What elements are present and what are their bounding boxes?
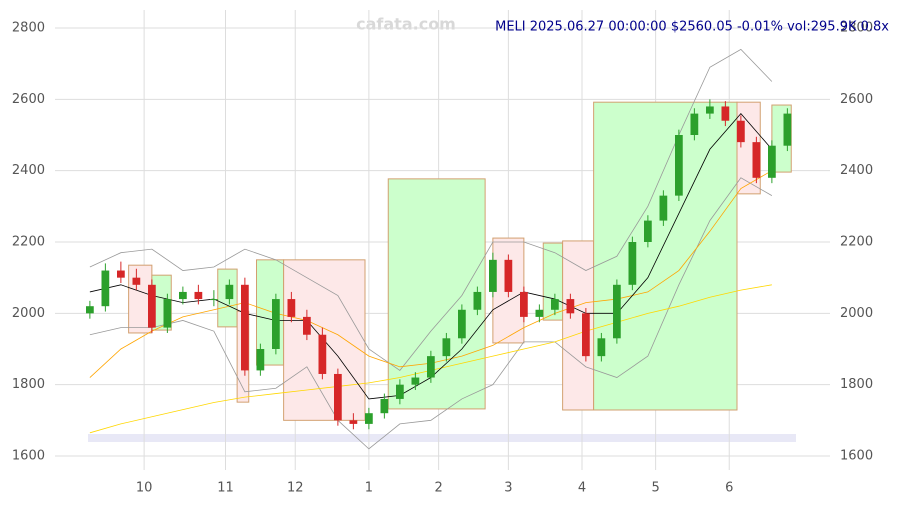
indicator-line (89, 48, 773, 371)
candle-body (721, 106, 730, 121)
x-tick-label: 4 (578, 481, 586, 496)
x-tick-label: 11 (217, 481, 234, 496)
candle-body (613, 284, 621, 339)
candle-body (520, 291, 528, 317)
candle-body (132, 277, 141, 285)
candle-body (659, 195, 668, 221)
candle-body (86, 306, 94, 314)
candle-body (148, 284, 156, 328)
candle-body (303, 316, 311, 335)
candle-body (117, 270, 125, 278)
candle-body (380, 398, 389, 414)
x-tick-label: 2 (434, 481, 442, 496)
candle-body (101, 270, 110, 307)
x-tick-label: 6 (725, 481, 733, 496)
y-tick-label-right: 2000 (840, 306, 873, 321)
x-tick-label: 12 (287, 481, 304, 496)
x-tick-label: 5 (651, 481, 659, 496)
candle-body (489, 259, 497, 292)
candle-body (318, 334, 327, 374)
y-tick-label: 2200 (12, 235, 45, 250)
y-tick-label: 2000 (12, 306, 45, 321)
candle-body (768, 145, 776, 178)
candle-body (225, 284, 234, 300)
x-tick-label: 1 (365, 481, 373, 496)
candle-body (210, 299, 218, 301)
candle-body (287, 299, 296, 317)
candle-body (644, 220, 652, 242)
y-tick-label-right: 2600 (840, 92, 873, 107)
candle-body (396, 384, 404, 399)
y-tick-label-right: 1600 (840, 449, 873, 464)
candle-body (752, 142, 761, 178)
candle-body (272, 299, 280, 349)
y-tick-label: 2600 (12, 92, 45, 107)
volume-strip (88, 434, 796, 442)
candle-body (597, 338, 606, 357)
y-tick-label: 1600 (12, 449, 45, 464)
watermark: cafata.com (356, 15, 456, 34)
candle-body (163, 299, 172, 328)
candle-body (706, 106, 714, 114)
candle-body (628, 242, 637, 285)
candle-body (690, 113, 699, 135)
candle-body (427, 356, 435, 378)
y-tick-label-right: 2200 (840, 235, 873, 250)
candle-body (582, 313, 590, 357)
y-tick-label: 2400 (12, 163, 45, 178)
candle-body (535, 309, 544, 317)
candle-body (783, 113, 792, 146)
indicator-line (89, 177, 773, 450)
x-tick-label: 10 (136, 481, 153, 496)
box (387, 178, 486, 410)
y-tick-label: 2800 (12, 21, 45, 36)
candle-body (179, 291, 187, 300)
candle-body (349, 420, 358, 424)
x-tick-label: 3 (504, 481, 512, 496)
candle-body (458, 309, 466, 339)
y-tick-label: 1800 (12, 377, 45, 392)
candle-body (194, 291, 203, 300)
candle-body (411, 377, 420, 385)
candle-body (334, 373, 342, 421)
candle-body (365, 413, 373, 424)
box (593, 101, 738, 411)
candle-body (473, 291, 482, 310)
candle-body (504, 259, 513, 292)
candle-body (256, 349, 265, 371)
candle-body (241, 284, 249, 371)
candle-body (737, 120, 745, 143)
candle-body (675, 135, 683, 196)
y-tick-label-right: 2800 (840, 21, 873, 36)
y-tick-label-right: 2400 (840, 163, 873, 178)
candle-body (442, 338, 451, 357)
chart-title: MELI 2025.06.27 00:00:00 $2560.05 -0.01%… (495, 20, 889, 35)
candle-body (566, 299, 575, 314)
y-tick-label-right: 1800 (840, 377, 873, 392)
candle-body (551, 299, 559, 310)
